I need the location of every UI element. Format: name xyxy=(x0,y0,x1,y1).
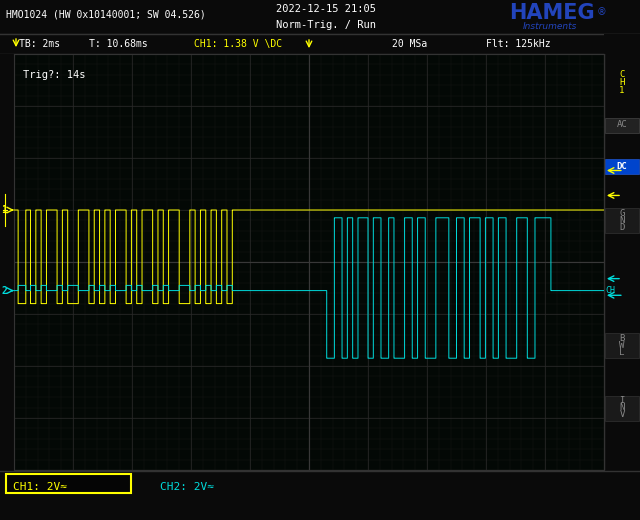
FancyBboxPatch shape xyxy=(605,118,639,133)
Text: DC: DC xyxy=(616,162,627,171)
Text: Instruments: Instruments xyxy=(523,22,577,31)
FancyBboxPatch shape xyxy=(605,159,639,174)
Text: CH2: 2V≈: CH2: 2V≈ xyxy=(160,482,214,492)
Text: 2022-12-15 21:05: 2022-12-15 21:05 xyxy=(276,4,376,14)
Text: CH: CH xyxy=(605,286,615,295)
Text: Norm-Trig. / Run: Norm-Trig. / Run xyxy=(276,20,376,30)
Text: 2: 2 xyxy=(1,285,7,295)
Text: N: N xyxy=(620,403,625,412)
FancyBboxPatch shape xyxy=(6,474,131,492)
Text: D: D xyxy=(620,223,625,232)
Text: CH1: 2V≈: CH1: 2V≈ xyxy=(13,482,67,492)
Text: 1: 1 xyxy=(620,86,625,95)
Text: 1: 1 xyxy=(1,205,7,215)
Text: HAMEG: HAMEG xyxy=(509,3,595,23)
Text: N: N xyxy=(620,216,625,225)
Text: H: H xyxy=(620,79,625,87)
Text: HMO1024 (HW 0x10140001; SW 04.526): HMO1024 (HW 0x10140001; SW 04.526) xyxy=(6,9,205,20)
Text: TB: 2ms: TB: 2ms xyxy=(19,39,60,49)
Text: B: B xyxy=(620,334,625,343)
Text: G: G xyxy=(620,209,625,218)
Text: W: W xyxy=(620,341,625,349)
FancyBboxPatch shape xyxy=(605,209,639,233)
FancyBboxPatch shape xyxy=(605,396,639,421)
Text: CH1: 1.38 V \DC: CH1: 1.38 V \DC xyxy=(194,39,282,49)
Text: L: L xyxy=(620,348,625,357)
Text: Flt: 125kHz: Flt: 125kHz xyxy=(486,39,550,49)
Text: V: V xyxy=(620,410,625,419)
Text: T: 10.68ms: T: 10.68ms xyxy=(89,39,148,49)
FancyBboxPatch shape xyxy=(605,333,639,358)
Text: I: I xyxy=(620,396,625,405)
Text: Trig?: 14s: Trig?: 14s xyxy=(23,70,85,80)
Text: 20 MSa: 20 MSa xyxy=(392,39,427,49)
Text: AC: AC xyxy=(616,120,627,129)
Text: C: C xyxy=(620,70,625,79)
Text: ®: ® xyxy=(596,7,607,17)
